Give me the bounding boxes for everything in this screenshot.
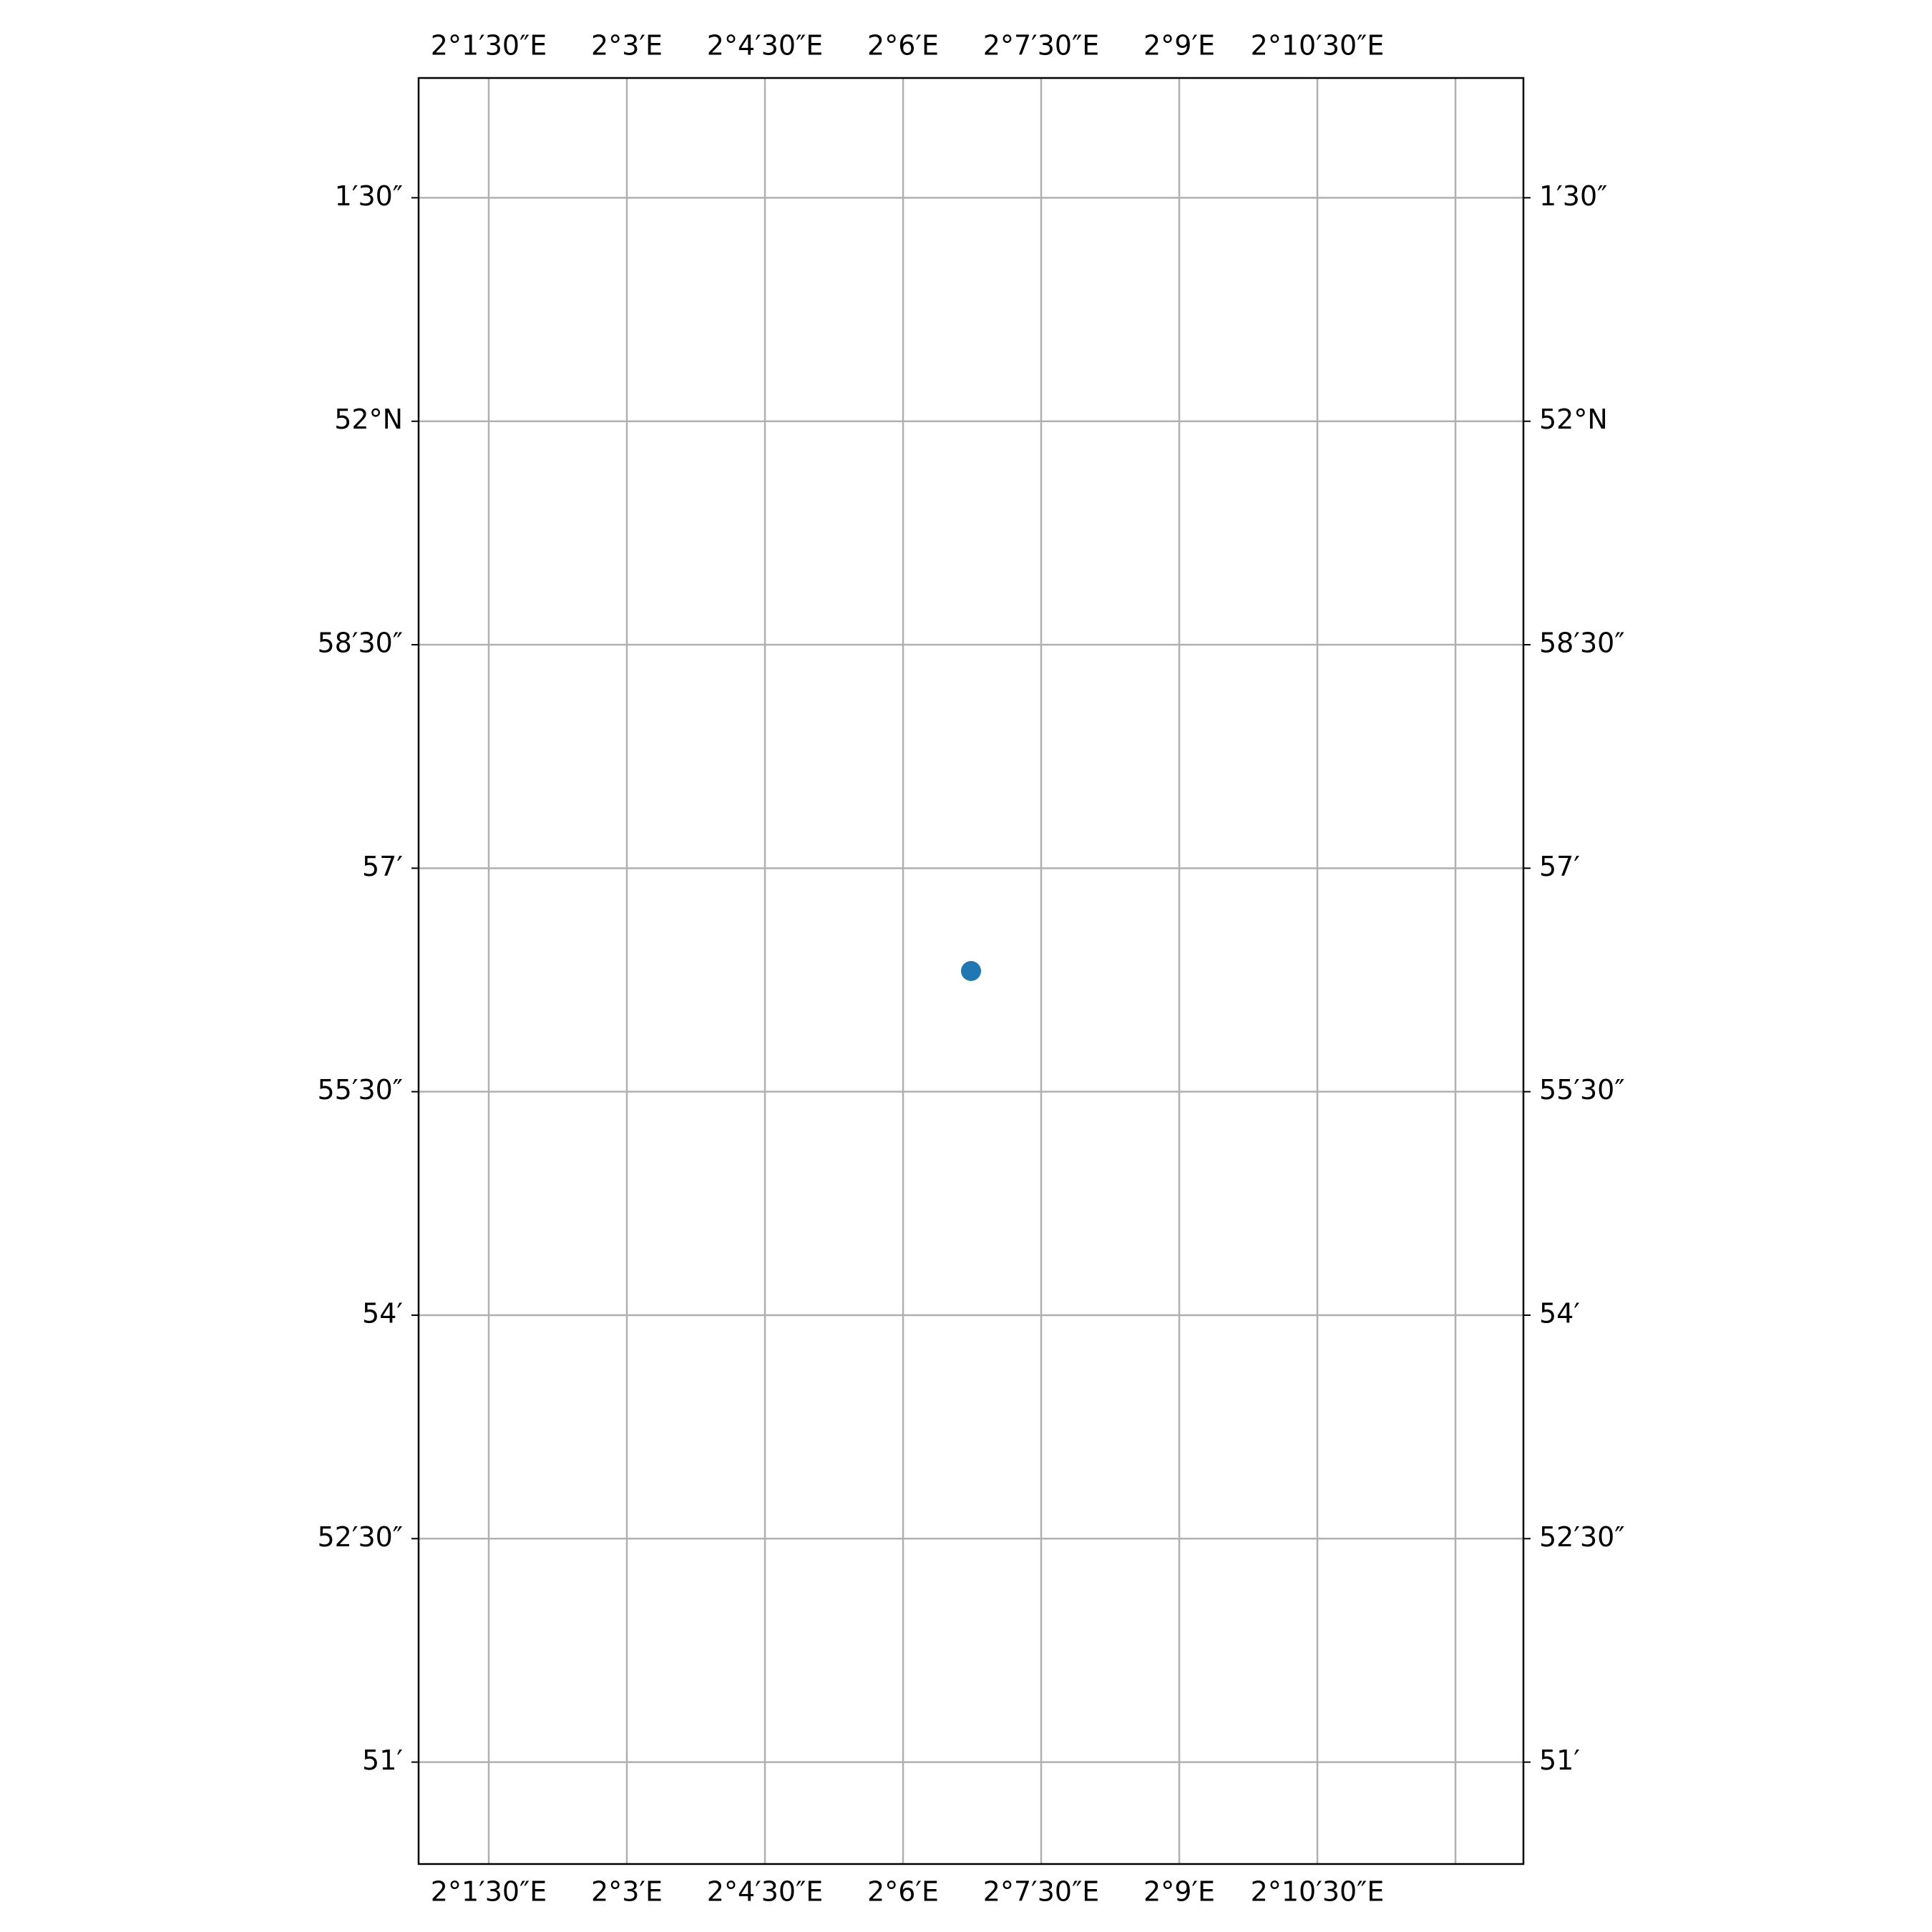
x-tick-label: 2°3′E — [591, 30, 663, 62]
x-tick-label: 2°9′E — [1143, 1876, 1215, 1908]
x-tick-label: 2°7′30″E — [983, 30, 1100, 62]
x-tick-label: 2°10′30″E — [1251, 1876, 1385, 1908]
map-frame — [417, 77, 1525, 1865]
x-tick-label: 2°6′E — [867, 30, 939, 62]
y-tick-label: 58′30″ — [317, 628, 403, 659]
y-tick-label: 51′ — [1539, 1745, 1580, 1776]
y-tick-label: 1′30″ — [1539, 180, 1607, 212]
x-tick-label: 2°6′E — [867, 1876, 939, 1908]
y-tick-label: 57′ — [1539, 851, 1580, 882]
y-tick-label: 1′30″ — [335, 180, 403, 212]
x-tick-label: 2°9′E — [1143, 30, 1215, 62]
y-tick-label: 51′ — [362, 1745, 403, 1776]
x-tick-label: 2°10′30″E — [1251, 30, 1385, 62]
y-tick-label: 52°N — [1539, 404, 1608, 435]
y-tick-label: 52′30″ — [1539, 1521, 1625, 1553]
x-tick-label: 2°3′E — [591, 1876, 663, 1908]
y-tick-label: 58′30″ — [1539, 628, 1625, 659]
y-tick-label: 52°N — [334, 404, 403, 435]
x-tick-label: 2°4′30″E — [707, 1876, 824, 1908]
x-tick-label: 2°7′30″E — [983, 1876, 1100, 1908]
x-tick-label: 2°4′30″E — [707, 30, 824, 62]
y-tick-label: 52′30″ — [317, 1521, 403, 1553]
x-tick-label: 2°1′30″E — [431, 1876, 547, 1908]
point — [961, 961, 981, 981]
y-tick-label: 54′ — [1539, 1297, 1580, 1329]
y-tick-label: 54′ — [362, 1297, 403, 1329]
x-tick-label: 2°1′30″E — [431, 30, 547, 62]
y-tick-label: 55′30″ — [317, 1074, 403, 1106]
y-tick-label: 55′30″ — [1539, 1074, 1625, 1106]
y-tick-label: 57′ — [362, 851, 403, 882]
